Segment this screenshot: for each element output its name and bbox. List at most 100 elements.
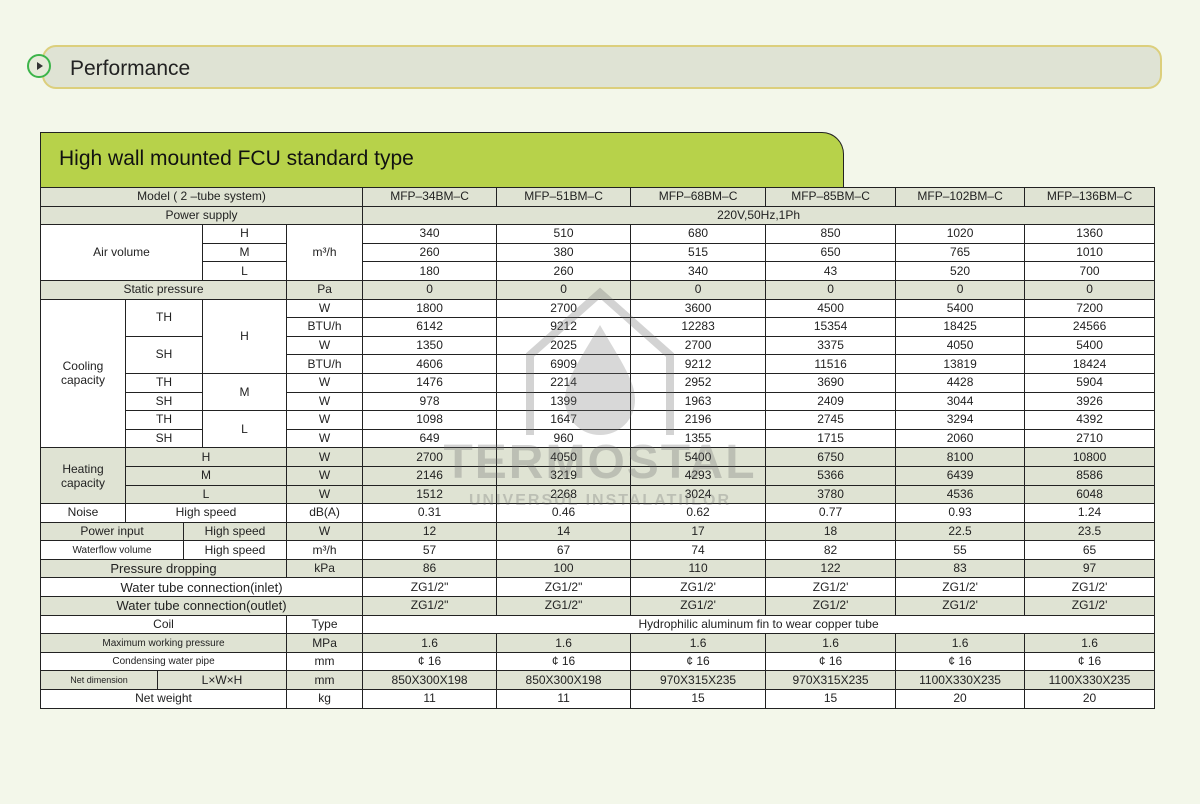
value-cell: 3219: [496, 465, 632, 486]
value-cell: 4606: [362, 354, 498, 374]
row-label: Waterflow volume: [40, 540, 184, 560]
table-header-row: Model ( 2 –tube system) MFP–34BM–C MFP–51…: [39, 187, 1156, 207]
inlet-row: Water tube connection(inlet) ZG1/2" ZG1/2…: [39, 577, 1156, 598]
heating-capacity-label: Heating capacity: [60, 461, 106, 490]
value-cell: 2409: [765, 391, 897, 412]
value-cell: 380: [496, 242, 632, 263]
value-cell: 2700: [496, 298, 632, 319]
value-cell: 22.5: [895, 521, 1026, 542]
value-cell: 1647: [496, 410, 632, 430]
value-cell: 970X315X235: [765, 670, 897, 691]
cooling-h-th-btu-row: BTU/h 6142 9212 12283 15354 18425 24566: [41, 317, 1156, 337]
value-cell: 1963: [630, 391, 767, 412]
value-cell: 57: [362, 540, 498, 560]
value-cell: 0.62: [630, 503, 767, 523]
row-label: Coil: [40, 614, 287, 635]
model-header: MFP–102BM–C: [895, 187, 1026, 207]
row-label: Water tube connection(outlet): [39, 596, 364, 616]
heating-m-row: M W 2146 3219 4293 5366 6439 8586: [41, 465, 1156, 486]
unit: kg: [285, 689, 364, 709]
value-cell: 1010: [1024, 242, 1156, 263]
value-cell: 6909: [496, 354, 632, 374]
value-cell: 5400: [1024, 335, 1156, 356]
value-cell: 10800: [1024, 447, 1156, 467]
value-cell: 3294: [895, 410, 1026, 430]
value-cell: 6142: [362, 317, 498, 337]
net-dimension-row: Net dimension L×W×H mm 850X300X198 850X30…: [40, 670, 1156, 691]
value-cell: 1100X330X235: [895, 670, 1026, 691]
value-cell: ZG1/2": [496, 596, 632, 616]
row-label: Water tube connection(inlet): [39, 577, 364, 598]
value-cell: 67: [496, 540, 632, 560]
value-cell: 65: [1024, 540, 1156, 560]
value-cell: 4500: [765, 298, 897, 319]
speed-label: M: [202, 372, 287, 412]
value-cell: 1399: [496, 391, 632, 412]
value-cell: 110: [630, 558, 767, 579]
value-cell: 2700: [362, 447, 498, 467]
power-input-row: Power input High speed W 12 14 17 18 22.5 23.…: [40, 521, 1156, 542]
value-cell: 2146: [362, 465, 498, 486]
value-cell: ZG1/2': [895, 577, 1026, 598]
unit: W: [285, 391, 364, 412]
noise-row: Noise High speed dB(A) 0.31 0.46 0.62 0.77 0…: [40, 503, 1156, 523]
value-cell: 24566: [1024, 317, 1156, 337]
row-label: Pressure dropping: [40, 558, 287, 579]
value-cell: ZG1/2': [765, 577, 897, 598]
value-cell: 9212: [496, 317, 632, 337]
heating-h-row: Heating capacity H W 2700 4050 5400 6750 810…: [40, 447, 1156, 505]
unit: BTU/h: [285, 354, 364, 374]
value-cell: 8100: [895, 447, 1026, 467]
value-cell: 11: [496, 689, 632, 709]
value-cell: 1355: [630, 428, 767, 449]
coil-type-value: Hydrophilic aluminum fin to wear copper …: [362, 614, 1156, 635]
unit: dB(A): [285, 503, 364, 523]
cooling-h-th-w-row: Cooling capacity TH H W 1800 2700 3600 4500…: [40, 298, 1156, 449]
model-header: MFP–68BM–C: [630, 187, 767, 207]
value-cell: 1.6: [362, 633, 498, 653]
value-cell: 2268: [496, 484, 632, 505]
row-label: Static pressure: [40, 279, 287, 300]
value-cell: 3690: [765, 372, 897, 393]
value-cell: 1020: [895, 224, 1026, 244]
row-label: Net dimension: [40, 670, 158, 691]
value-cell: ZG1/2": [362, 596, 498, 616]
value-cell: 0: [496, 279, 632, 300]
value-cell: 1350: [362, 335, 498, 356]
pressure-dropping-row: Pressure dropping kPa 86 100 110 122 83 97: [40, 558, 1156, 579]
value-cell: 1800: [362, 298, 498, 319]
coil-row: Coil Type Hydrophilic aluminum fin to we…: [40, 614, 1156, 635]
value-cell: 15: [630, 689, 767, 709]
value-cell: 55: [895, 540, 1026, 560]
value-cell: ¢ 16: [765, 651, 897, 672]
value-cell: ZG1/2': [1024, 596, 1156, 616]
unit: Type: [285, 614, 364, 635]
value-cell: 20: [895, 689, 1026, 709]
value-cell: 978: [362, 391, 498, 412]
unit: W: [285, 447, 364, 467]
value-cell: 340: [362, 224, 498, 244]
value-cell: 100: [496, 558, 632, 579]
value-cell: 0.31: [362, 503, 498, 523]
value-cell: 18: [765, 521, 897, 542]
value-cell: ZG1/2": [496, 577, 632, 598]
value-cell: 3600: [630, 298, 767, 319]
unit: W: [285, 428, 364, 449]
value-cell: 11516: [765, 354, 897, 374]
value-cell: 1512: [362, 484, 498, 505]
unit: BTU/h: [285, 317, 364, 337]
unit: mm: [285, 670, 364, 691]
speed-label: H: [202, 224, 287, 244]
unit: W: [285, 335, 364, 356]
value-cell: 15354: [765, 317, 897, 337]
outlet-row: Water tube connection(outlet) ZG1/2" ZG1/…: [39, 596, 1156, 616]
unit: W: [285, 521, 364, 542]
value-cell: ¢ 16: [496, 651, 632, 672]
value-cell: 1098: [362, 410, 498, 430]
value-cell: 3375: [765, 335, 897, 356]
table-title: High wall mounted FCU standard type: [59, 147, 414, 170]
speed-label: H: [202, 298, 287, 374]
unit: kPa: [285, 558, 364, 579]
unit: W: [285, 298, 364, 319]
